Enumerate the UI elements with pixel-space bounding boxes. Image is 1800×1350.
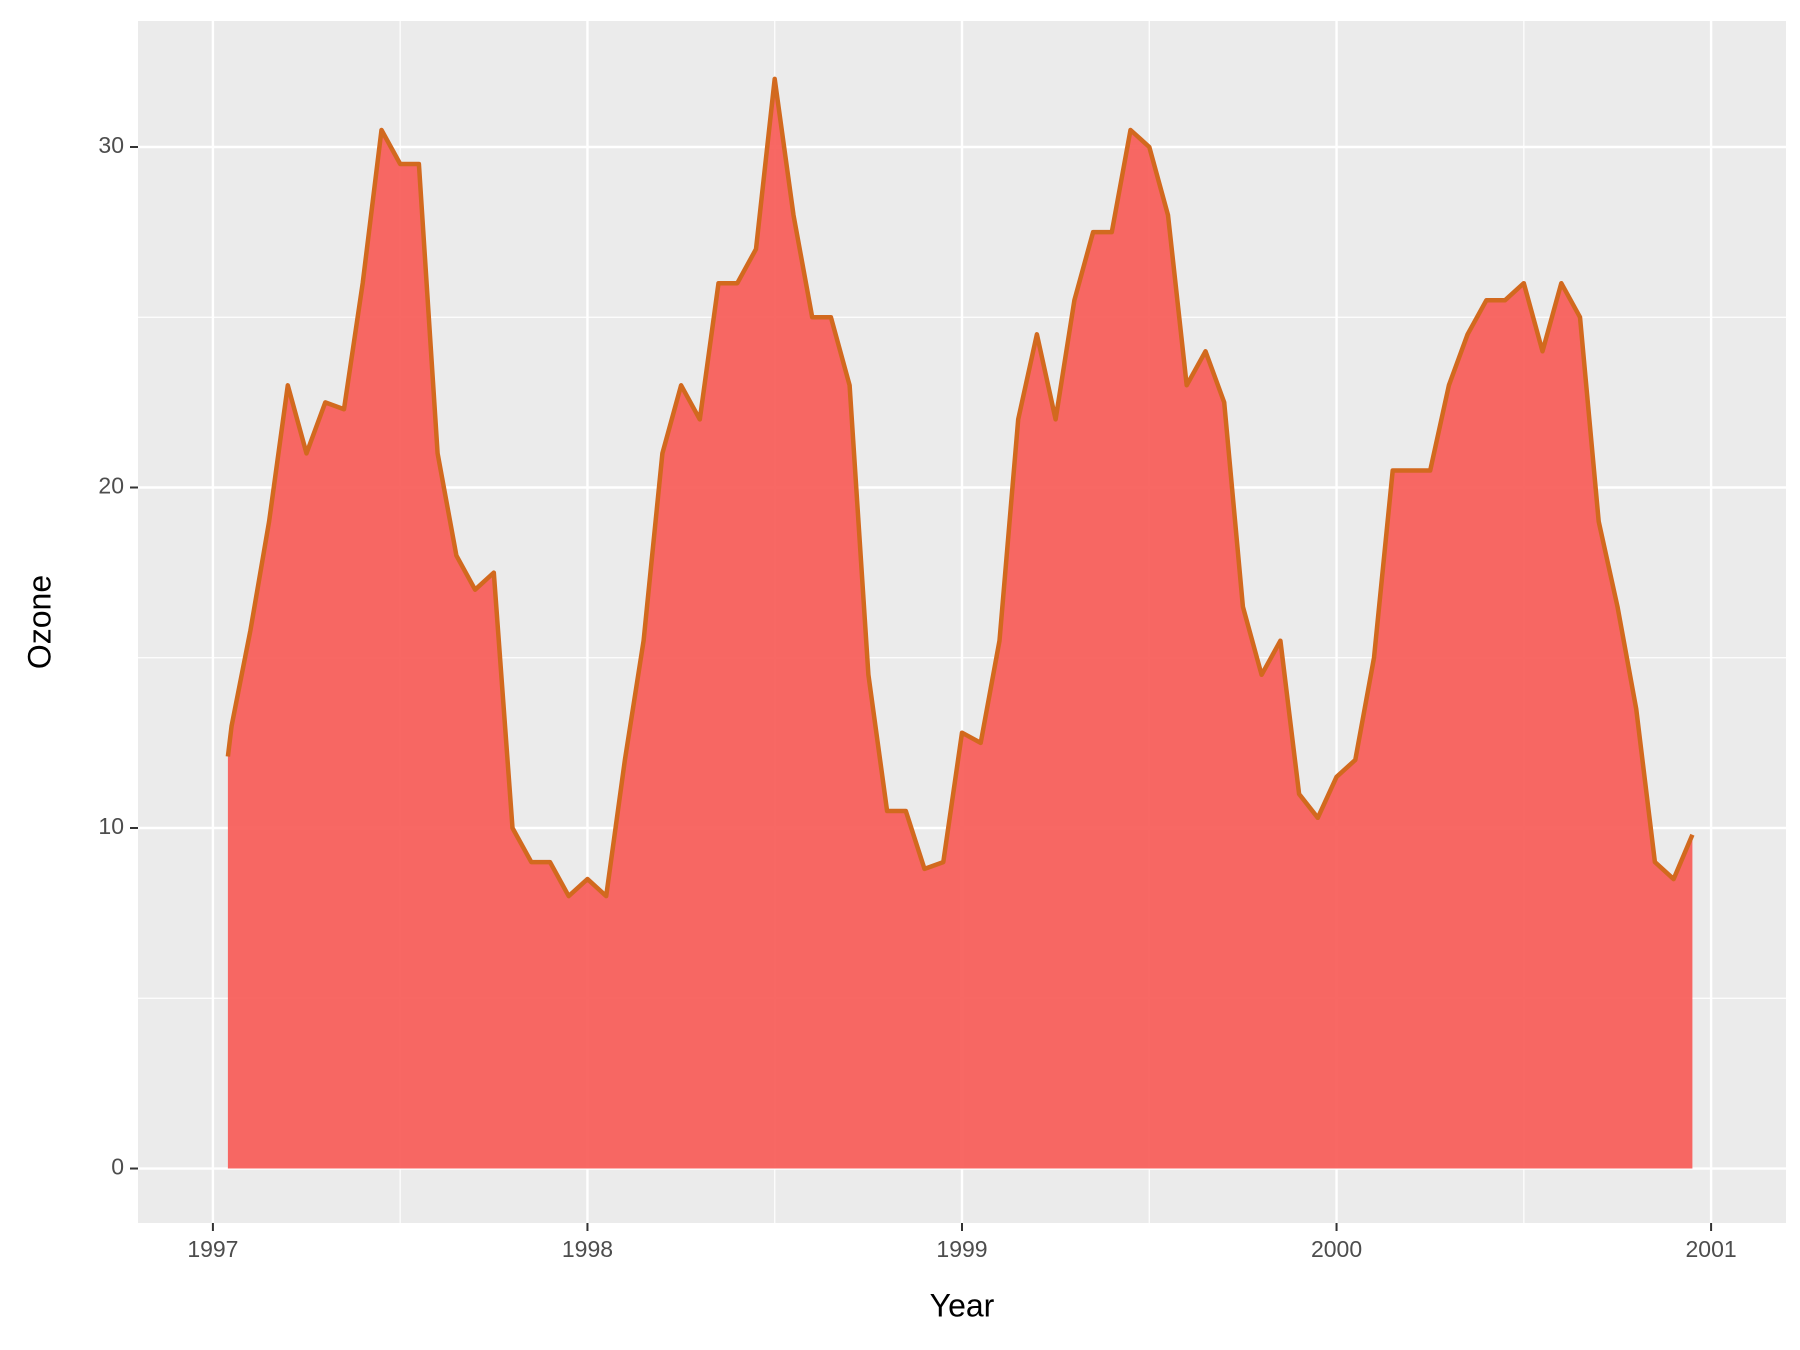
y-tick-label: 20 — [98, 473, 124, 499]
y-axis-title: Ozone — [21, 575, 57, 669]
y-tick-label: 10 — [98, 813, 124, 839]
x-tick-label: 2000 — [1311, 1236, 1362, 1262]
line — [225, 76, 1695, 899]
x-tick-label: 1997 — [187, 1236, 238, 1262]
x-tick-label: 1999 — [936, 1236, 987, 1262]
x-tick-label: 2001 — [1686, 1236, 1737, 1262]
x-tick-label: 1998 — [562, 1236, 613, 1262]
y-tick-label: 30 — [98, 132, 124, 158]
x-axis-title: Year — [930, 1287, 995, 1323]
area — [227, 78, 1693, 1169]
y-tick-label: 0 — [111, 1154, 124, 1180]
